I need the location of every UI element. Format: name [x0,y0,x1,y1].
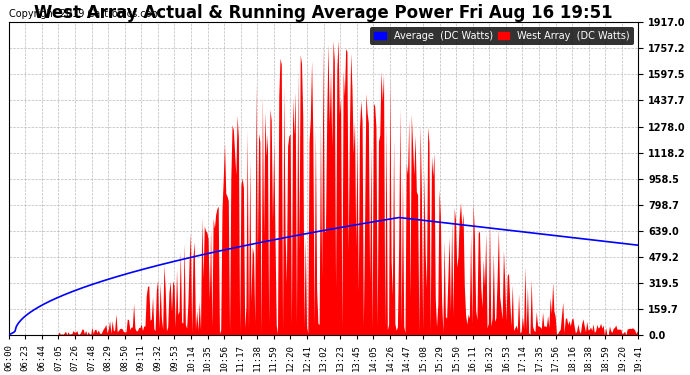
Legend: Average  (DC Watts), West Array  (DC Watts): Average (DC Watts), West Array (DC Watts… [371,27,633,45]
Title: West Array Actual & Running Average Power Fri Aug 16 19:51: West Array Actual & Running Average Powe… [34,4,613,22]
Text: Copyright 2019 Cartronics.com: Copyright 2019 Cartronics.com [9,9,161,19]
